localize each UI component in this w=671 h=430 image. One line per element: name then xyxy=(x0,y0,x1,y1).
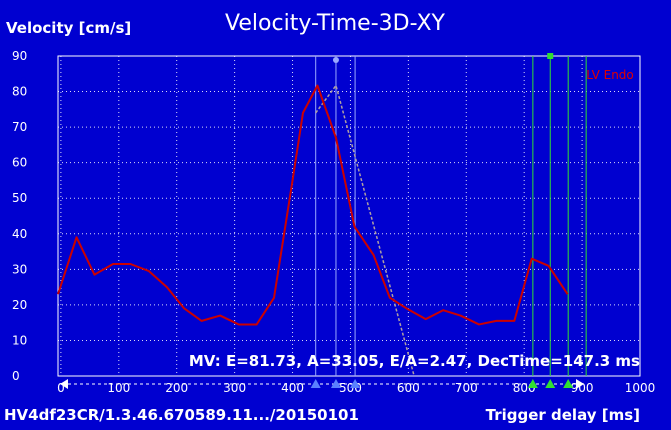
legend-entry-lv-endo: LV Endo xyxy=(586,68,634,82)
x-tick-label: 1000 xyxy=(625,381,656,395)
y-tick-label: 50 xyxy=(12,191,27,205)
x-tick-label: 300 xyxy=(223,381,246,395)
x-tick-label: 700 xyxy=(455,381,478,395)
marker-lines xyxy=(60,53,587,389)
mv-marker-triangle xyxy=(350,379,361,388)
x-axis-label: Trigger delay [ms] xyxy=(486,406,640,424)
mv-marker-triangle xyxy=(310,379,321,388)
x-tick-label: 0 xyxy=(57,381,65,395)
x-tick-label: 200 xyxy=(165,381,188,395)
a-marker-triangle xyxy=(563,379,574,388)
series-line-lv-endo xyxy=(57,84,569,326)
timeline-left-arrow xyxy=(60,379,68,389)
y-tick-label: 10 xyxy=(12,333,27,347)
y-tick-label: 20 xyxy=(12,298,27,312)
y-tick-label: 90 xyxy=(12,49,27,63)
y-tick-label: 40 xyxy=(12,227,27,241)
e-peak-dot xyxy=(332,57,339,63)
x-tick-label: 600 xyxy=(397,381,420,395)
y-tick-label: 80 xyxy=(12,85,27,99)
a-marker-triangle xyxy=(545,379,556,388)
plot-frame xyxy=(57,55,641,377)
x-tick-label: 100 xyxy=(107,381,130,395)
y-tick-label: 60 xyxy=(12,156,27,170)
y-axis-label: Velocity [cm/s] xyxy=(6,19,131,37)
study-id-label: HV4df23CR/1.3.46.670589.11.../20150101 xyxy=(4,406,359,424)
y-tick-label: 0 xyxy=(12,369,20,383)
timeline-right-arrow xyxy=(576,379,584,389)
deceleration-fit-line xyxy=(315,83,415,377)
chart-title: Velocity-Time-3D-XY xyxy=(225,11,445,36)
x-tick-label: 400 xyxy=(281,381,304,395)
grid xyxy=(57,55,641,377)
mv-marker-triangle xyxy=(330,379,341,388)
measurement-annotation: MV: E=81.73, A=33.05, E/A=2.47, DecTime=… xyxy=(189,352,640,370)
series-layer xyxy=(57,83,569,377)
a-peak-square xyxy=(547,53,554,59)
y-tick-label: 70 xyxy=(12,120,27,134)
a-marker-triangle xyxy=(527,379,538,388)
y-tick-label: 30 xyxy=(12,262,27,276)
